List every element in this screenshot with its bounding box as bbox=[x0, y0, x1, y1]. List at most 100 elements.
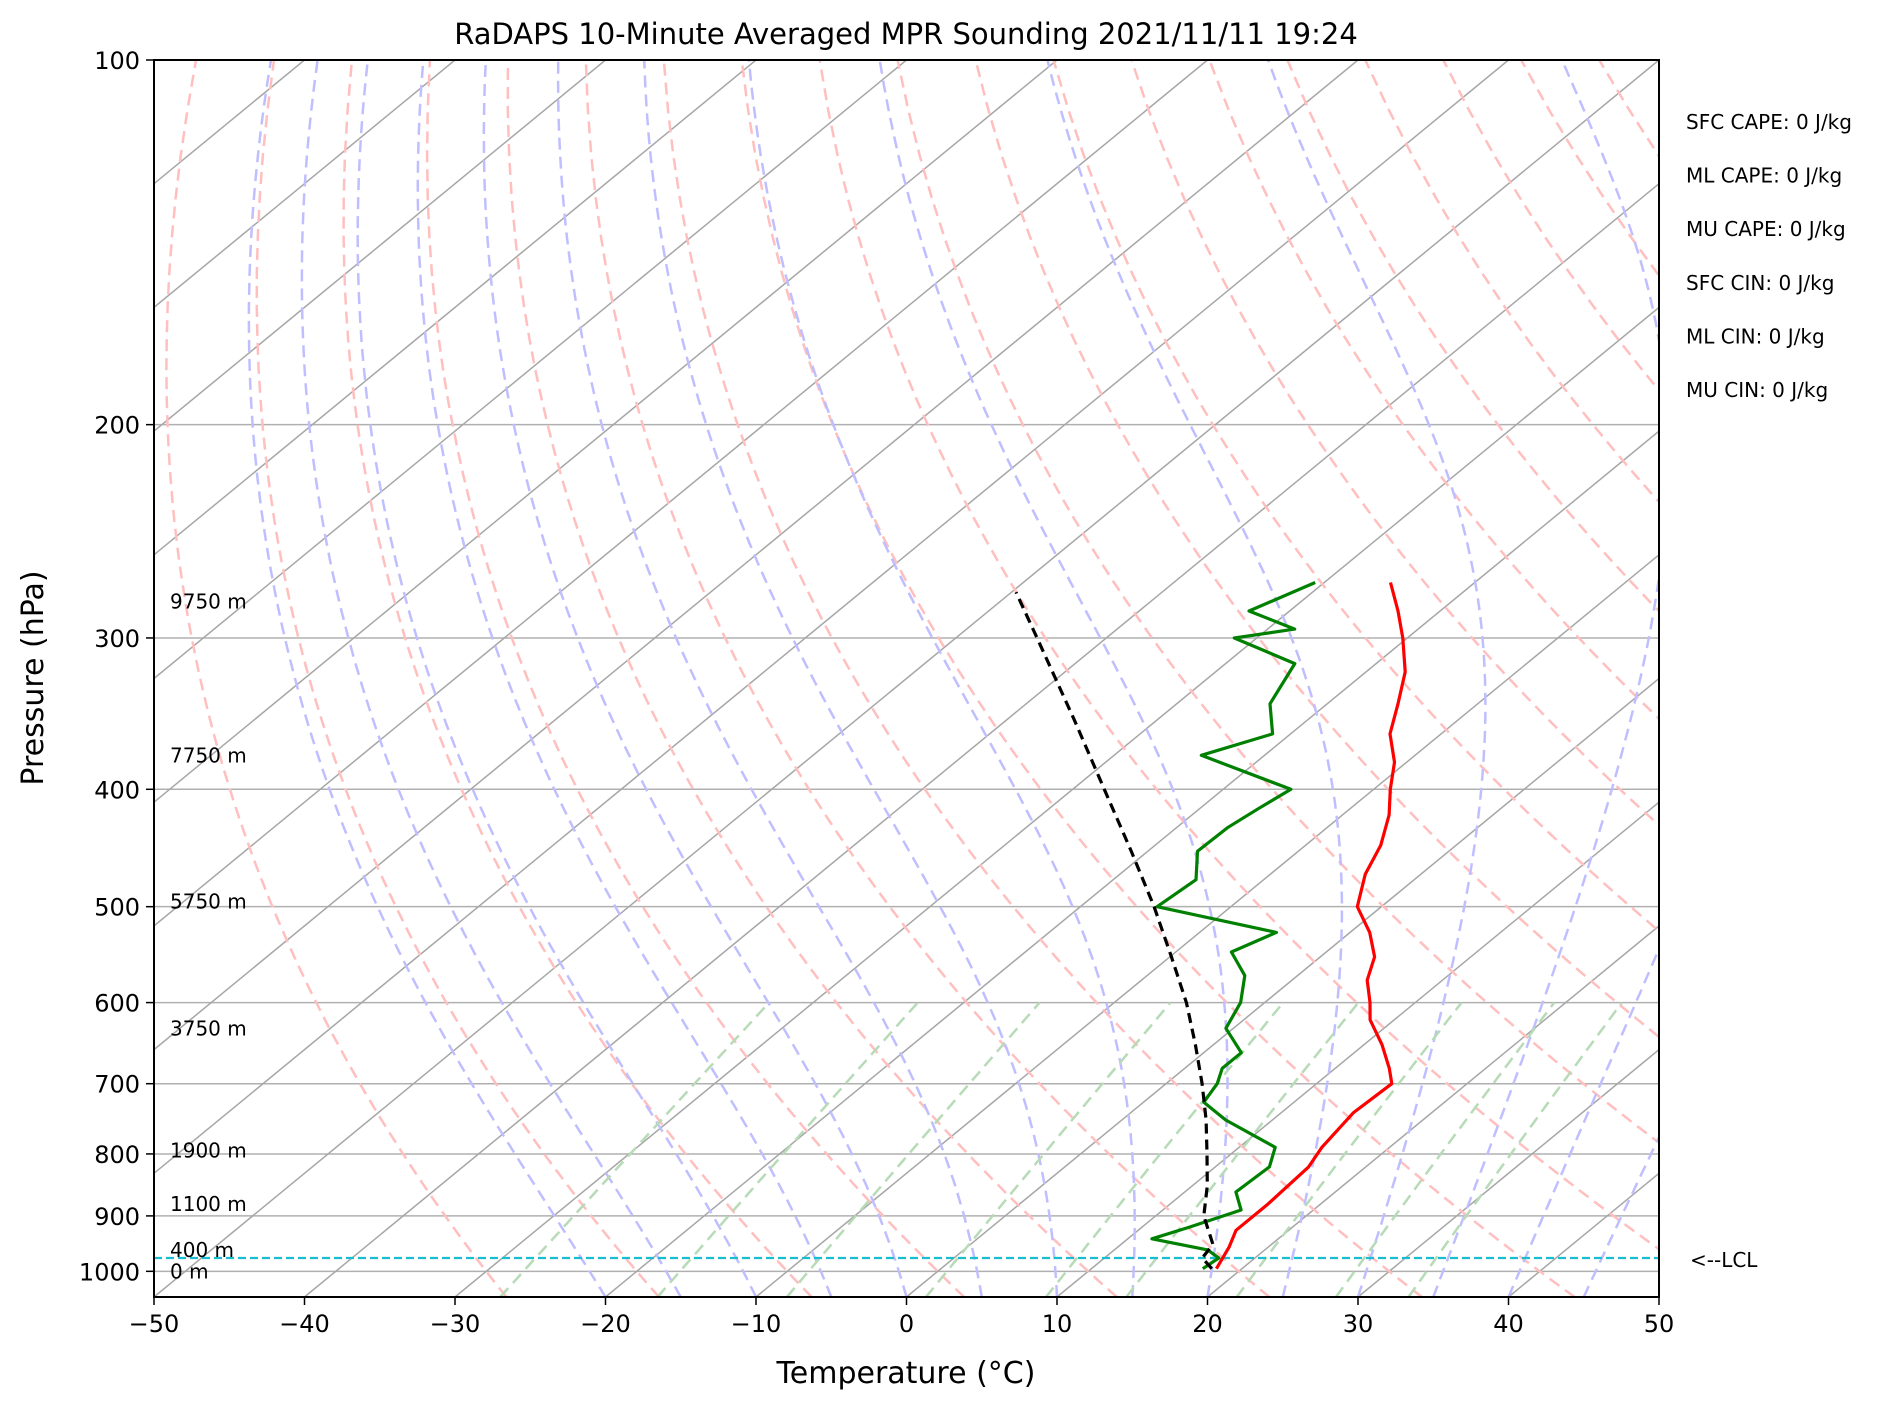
dry-adiabat-line bbox=[1833, 60, 1882, 1297]
x-tick-label: −50 bbox=[129, 1310, 180, 1338]
chart-title: RaDAPS 10-Minute Averaged MPR Sounding 2… bbox=[454, 17, 1358, 51]
x-tick-label: 30 bbox=[1343, 1310, 1374, 1338]
x-tick-label: 0 bbox=[899, 1310, 914, 1338]
dry-adiabat-line bbox=[818, 60, 1659, 1251]
moist-adiabat-line bbox=[556, 60, 984, 1297]
dry-adiabat-line bbox=[1755, 60, 1882, 1297]
dry-adiabat-line bbox=[1677, 60, 1882, 1297]
mixing-ratio-line bbox=[656, 1001, 919, 1297]
mixing-ratio-line bbox=[1334, 1001, 1556, 1297]
x-tick-label: −40 bbox=[279, 1310, 330, 1338]
moist-adiabat-line bbox=[356, 60, 758, 1297]
dry-adiabat-line bbox=[165, 60, 508, 1297]
y-tick-label: 100 bbox=[94, 47, 140, 75]
temperature-profile-line bbox=[1215, 582, 1407, 1270]
index-label: SFC CAPE: 0 J/kg bbox=[1686, 110, 1852, 134]
isotherm-line bbox=[454, 306, 1659, 1297]
dry-adiabat-line bbox=[896, 60, 1659, 1145]
y-axis: 100 200 300 400 500 600 700 800 900 1000 bbox=[79, 47, 154, 1286]
moist-adiabat-line bbox=[482, 60, 908, 1297]
height-label: 5750 m bbox=[170, 889, 247, 913]
height-label: 1100 m bbox=[170, 1192, 247, 1216]
x-tick-label: 10 bbox=[1042, 1310, 1073, 1338]
height-label: 3750 m bbox=[170, 1016, 247, 1040]
isotherm-line bbox=[755, 553, 1659, 1297]
moist-adiabat-line bbox=[1507, 945, 1659, 1297]
moist-adiabat-line bbox=[300, 60, 682, 1297]
dry-adiabat-line bbox=[1130, 60, 1659, 827]
y-tick-label: 200 bbox=[94, 412, 140, 440]
mixing-ratio-line bbox=[1407, 1001, 1623, 1297]
x-axis: −50 −40 −30 −20 −10 0 10 20 30 40 50 bbox=[129, 1297, 1675, 1338]
index-label: MU CIN: 0 J/kg bbox=[1686, 378, 1828, 402]
isotherm-line bbox=[1207, 924, 1659, 1297]
index-label: MU CAPE: 0 J/kg bbox=[1686, 217, 1846, 241]
y-axis-label: Pressure (hPa) bbox=[16, 570, 51, 785]
height-label: 0 m bbox=[170, 1259, 209, 1283]
x-tick-label: 50 bbox=[1644, 1310, 1675, 1338]
moist-adiabat-line bbox=[247, 60, 607, 1297]
mixing-ratio-line bbox=[785, 1001, 1041, 1297]
moist-adiabat-line bbox=[878, 60, 1229, 1297]
dry-adiabat-line bbox=[1520, 60, 1659, 278]
sounding-indices: SFC CAPE: 0 J/kg ML CAPE: 0 J/kg MU CAPE: … bbox=[1686, 110, 1852, 402]
height-label: 400 m bbox=[170, 1238, 234, 1262]
x-tick-label: −20 bbox=[580, 1310, 631, 1338]
dry-adiabat-line bbox=[425, 60, 966, 1297]
x-tick-label: −30 bbox=[430, 1310, 481, 1338]
x-axis-label: Temperature (°C) bbox=[776, 1356, 1036, 1391]
moist-adiabat-line bbox=[642, 60, 1059, 1297]
dry-adiabat-line bbox=[1052, 60, 1659, 933]
isotherm-line bbox=[1658, 1296, 1659, 1297]
height-label: 1900 m bbox=[170, 1139, 247, 1163]
moist-adiabat-line bbox=[747, 60, 1136, 1297]
y-tick-label: 600 bbox=[94, 990, 140, 1018]
y-tick-label: 800 bbox=[94, 1141, 140, 1169]
isotherm-line bbox=[154, 60, 1359, 1051]
x-tick-label: −10 bbox=[731, 1310, 782, 1338]
dry-adiabat-line bbox=[1598, 60, 1659, 159]
isotherm-line bbox=[1508, 1172, 1659, 1297]
isotherm-line bbox=[1056, 801, 1659, 1297]
x-tick-label: 20 bbox=[1192, 1310, 1223, 1338]
moist-adiabat-line bbox=[1266, 60, 1487, 1297]
isotherm-line bbox=[154, 60, 456, 309]
height-label: 7750 m bbox=[170, 743, 247, 767]
isotherm-line bbox=[605, 430, 1659, 1297]
index-label: ML CIN: 0 J/kg bbox=[1686, 324, 1825, 348]
dry-adiabat-line bbox=[974, 60, 1659, 1039]
parcel-profile-line bbox=[1014, 591, 1215, 1270]
index-label: SFC CIN: 0 J/kg bbox=[1686, 271, 1834, 295]
height-labels: 9750 m 7750 m 5750 m 3750 m 1900 m 1100 m 400 … bbox=[170, 590, 247, 1284]
dry-adiabat-line bbox=[1364, 60, 1659, 504]
isotherm-line bbox=[154, 60, 1659, 1297]
mixing-ratio-line bbox=[1235, 1001, 1463, 1297]
y-tick-label: 500 bbox=[94, 894, 140, 922]
isotherm-line bbox=[154, 60, 1509, 1175]
isotherm-line bbox=[1357, 1048, 1659, 1297]
moist-adiabat-line bbox=[416, 60, 833, 1297]
y-tick-label: 400 bbox=[94, 776, 140, 804]
dry-adiabat-line bbox=[740, 60, 1576, 1297]
index-label: ML CAPE: 0 J/kg bbox=[1686, 164, 1842, 188]
mixing-ratio-line bbox=[1125, 1001, 1360, 1297]
moist-adiabat-line bbox=[1582, 1134, 1659, 1297]
mixing-ratio-line bbox=[1045, 1001, 1285, 1297]
isotherm-line bbox=[154, 60, 907, 680]
isotherm-line bbox=[154, 60, 757, 556]
mixing-ratio-line bbox=[499, 1001, 771, 1297]
y-tick-label: 1000 bbox=[79, 1258, 140, 1286]
y-tick-label: 900 bbox=[94, 1203, 140, 1231]
isotherm-line bbox=[154, 60, 1058, 804]
dry-adiabat-line bbox=[662, 60, 1423, 1297]
isotherm-line bbox=[906, 677, 1659, 1297]
dry-adiabat-line bbox=[342, 60, 813, 1297]
dry-adiabat-line bbox=[1208, 60, 1659, 721]
dry-adiabat-line bbox=[1286, 60, 1659, 613]
x-tick-label: 40 bbox=[1493, 1310, 1524, 1338]
dewpoint-profile-line bbox=[1150, 581, 1316, 1271]
height-label: 9750 m bbox=[170, 590, 247, 614]
lcl-label: <--LCL bbox=[1690, 1248, 1758, 1272]
isotherm-line bbox=[154, 60, 606, 433]
